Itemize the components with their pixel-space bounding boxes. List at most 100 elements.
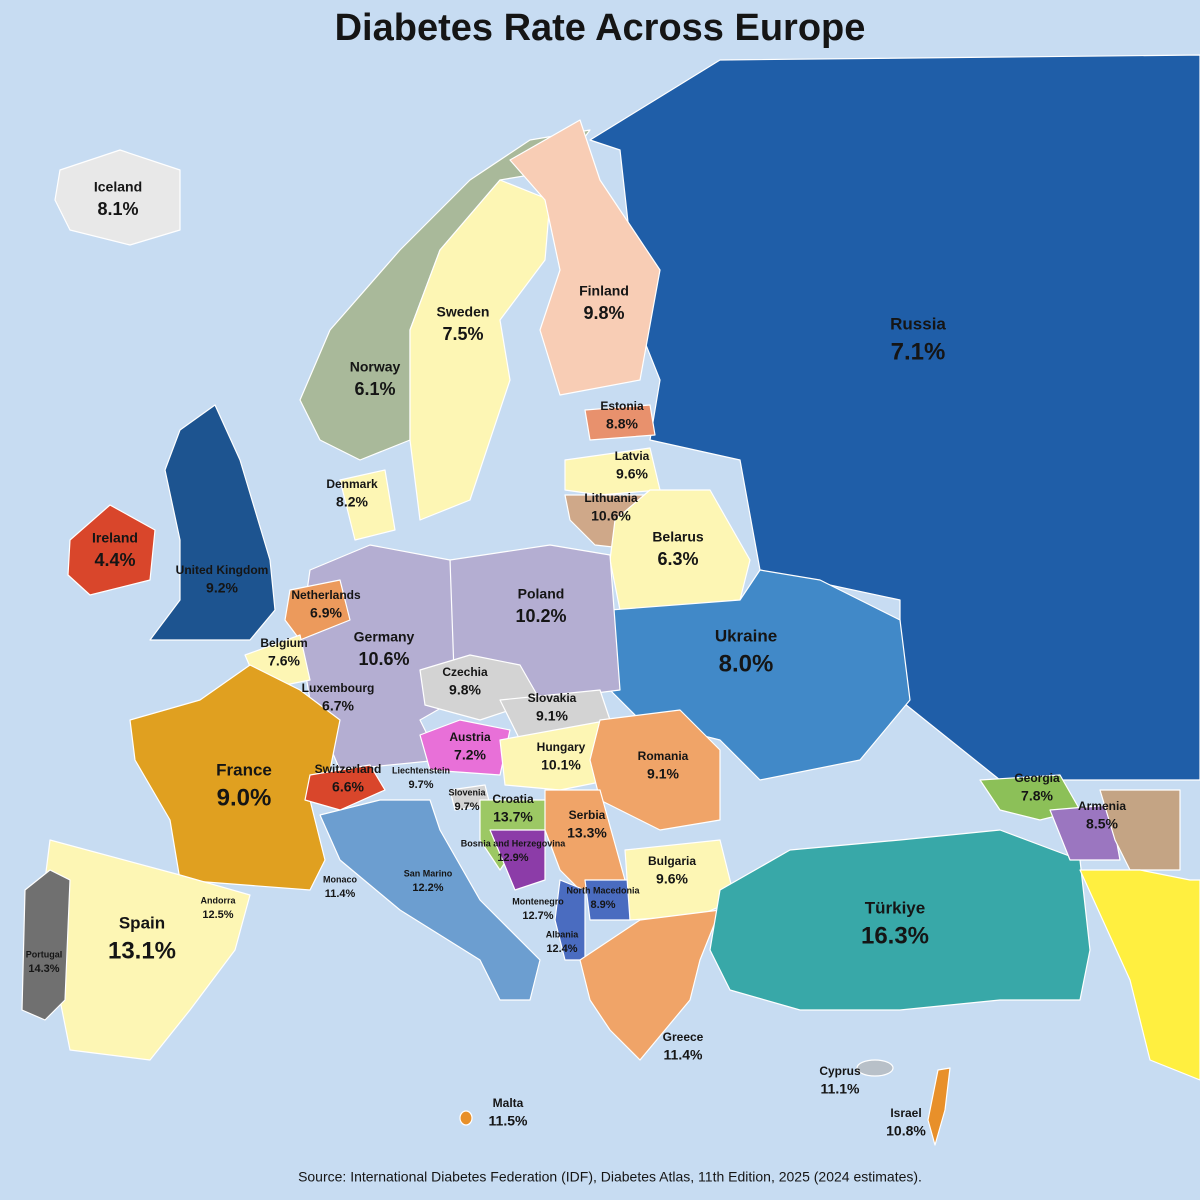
- title: Diabetes Rate Across Europe: [335, 7, 866, 49]
- region-name: Georgia: [1014, 771, 1060, 785]
- region-rate: 9.1%: [647, 766, 679, 782]
- region-rate: 10.8%: [886, 1123, 926, 1139]
- region-name: Croatia: [492, 792, 534, 806]
- region-name: Switzerland: [315, 762, 382, 776]
- portugal-shape: [21, 869, 71, 1021]
- region-name: Greece: [663, 1030, 704, 1044]
- region-rate: 9.0%: [217, 784, 272, 811]
- region-rate: 7.6%: [268, 653, 300, 669]
- region-name: Cyprus: [819, 1064, 861, 1078]
- region-rate: 9.6%: [656, 871, 688, 887]
- region-name: Türkiye: [865, 898, 925, 917]
- region-rate: 9.1%: [536, 708, 568, 724]
- region-rate: 13.1%: [108, 937, 176, 964]
- region-name: Malta: [493, 1096, 524, 1110]
- region-rate: 10.6%: [591, 508, 631, 524]
- netherlands-shape: [284, 579, 351, 641]
- region-rate: 11.5%: [489, 1113, 528, 1129]
- cyprus-shape: [856, 1059, 894, 1077]
- sweden-shape: [409, 179, 551, 521]
- region-rate: 8.5%: [1086, 816, 1118, 832]
- region-name: France: [216, 760, 272, 779]
- land: [21, 54, 1200, 1146]
- region-name: Iceland: [94, 179, 142, 195]
- region-name: Armenia: [1078, 799, 1126, 813]
- denmark-shape: [339, 469, 396, 541]
- region-rate: 6.3%: [657, 549, 698, 569]
- region-name: Bosnia and Herzegovina: [461, 838, 567, 848]
- region-rate: 8.2%: [336, 494, 368, 510]
- region-rate: 9.8%: [583, 303, 624, 323]
- region-rate: 11.4%: [664, 1047, 703, 1063]
- iran-shape: [1079, 869, 1200, 1081]
- region-rate: 10.2%: [515, 606, 566, 626]
- region-name: Latvia: [615, 449, 650, 463]
- region-name: Slovenia: [448, 787, 486, 797]
- labels: Iceland 8.1% Norway 6.1% Sweden 7.5% Finland 9.…: [26, 179, 1127, 1139]
- turkiye-shape: [709, 829, 1091, 1011]
- region-name: Denmark: [326, 477, 378, 491]
- hungary-shape: [499, 719, 611, 791]
- region-rate: 12.9%: [497, 852, 528, 864]
- region-name: Sweden: [437, 304, 490, 320]
- region-name: Luxembourg: [302, 681, 375, 695]
- region-rate: 9.7%: [454, 801, 479, 813]
- region-rate: 12.7%: [522, 910, 553, 922]
- region-name: Liechtenstein: [392, 765, 450, 775]
- region-rate: 11.4%: [325, 888, 356, 900]
- region-rate: 6.7%: [322, 698, 354, 714]
- region-rate: 4.4%: [94, 550, 135, 570]
- region-name: Romania: [638, 749, 689, 763]
- region-rate: 11.1%: [821, 1081, 860, 1097]
- estonia-shape: [584, 404, 656, 441]
- region-rate: 8.8%: [606, 416, 638, 432]
- region-rate: 9.2%: [206, 580, 238, 596]
- region-rate: 13.3%: [567, 825, 607, 841]
- region-rate: 7.2%: [454, 747, 486, 763]
- region-rate: 8.1%: [97, 199, 138, 219]
- region-rate: 9.7%: [408, 779, 433, 791]
- greece-shape: [579, 909, 721, 1061]
- romania-shape: [589, 709, 721, 831]
- region-name: Spain: [119, 913, 165, 932]
- region-name: Norway: [350, 359, 401, 375]
- region-rate: 9.6%: [616, 466, 648, 482]
- region-rate: 6.9%: [310, 605, 342, 621]
- region-name: Netherlands: [291, 588, 361, 602]
- finland-shape: [509, 119, 661, 396]
- region-name: Andorra: [200, 895, 236, 905]
- region-rate: 12.2%: [412, 882, 443, 894]
- region-rate: 10.6%: [358, 649, 409, 669]
- region-name: Czechia: [442, 665, 488, 679]
- uk-shape: [149, 404, 276, 641]
- bosnia-shape: [489, 829, 546, 891]
- region-rate: 8.0%: [719, 650, 774, 677]
- source: Source: International Diabetes Federatio…: [298, 1169, 922, 1185]
- malta-shape: [459, 1110, 473, 1126]
- region-name: Estonia: [600, 399, 644, 413]
- region-rate: 7.1%: [891, 338, 946, 365]
- region-name: North Macedonia: [566, 885, 640, 895]
- region-name: Bulgaria: [648, 854, 696, 868]
- region-name: Poland: [518, 586, 565, 602]
- ireland-shape: [67, 504, 156, 596]
- region-name: Portugal: [26, 949, 63, 959]
- region-rate: 10.1%: [541, 757, 581, 773]
- region-rate: 8.9%: [590, 899, 615, 911]
- armenia-shape: [1049, 804, 1121, 861]
- region-name: Slovakia: [528, 691, 577, 705]
- region-name: Montenegro: [512, 896, 564, 906]
- region-name: Monaco: [323, 874, 358, 884]
- region-name: Israel: [890, 1106, 921, 1120]
- region-rate: 14.3%: [28, 963, 59, 975]
- region-rate: 6.6%: [332, 779, 364, 795]
- region-name: Albania: [546, 929, 580, 939]
- region-name: Hungary: [537, 740, 586, 754]
- region-name: United Kingdom: [176, 563, 269, 577]
- italy-shape: [319, 799, 541, 1001]
- region-rate: 7.8%: [1021, 788, 1053, 804]
- region-name: Austria: [449, 730, 491, 744]
- iceland-shape: [54, 149, 181, 246]
